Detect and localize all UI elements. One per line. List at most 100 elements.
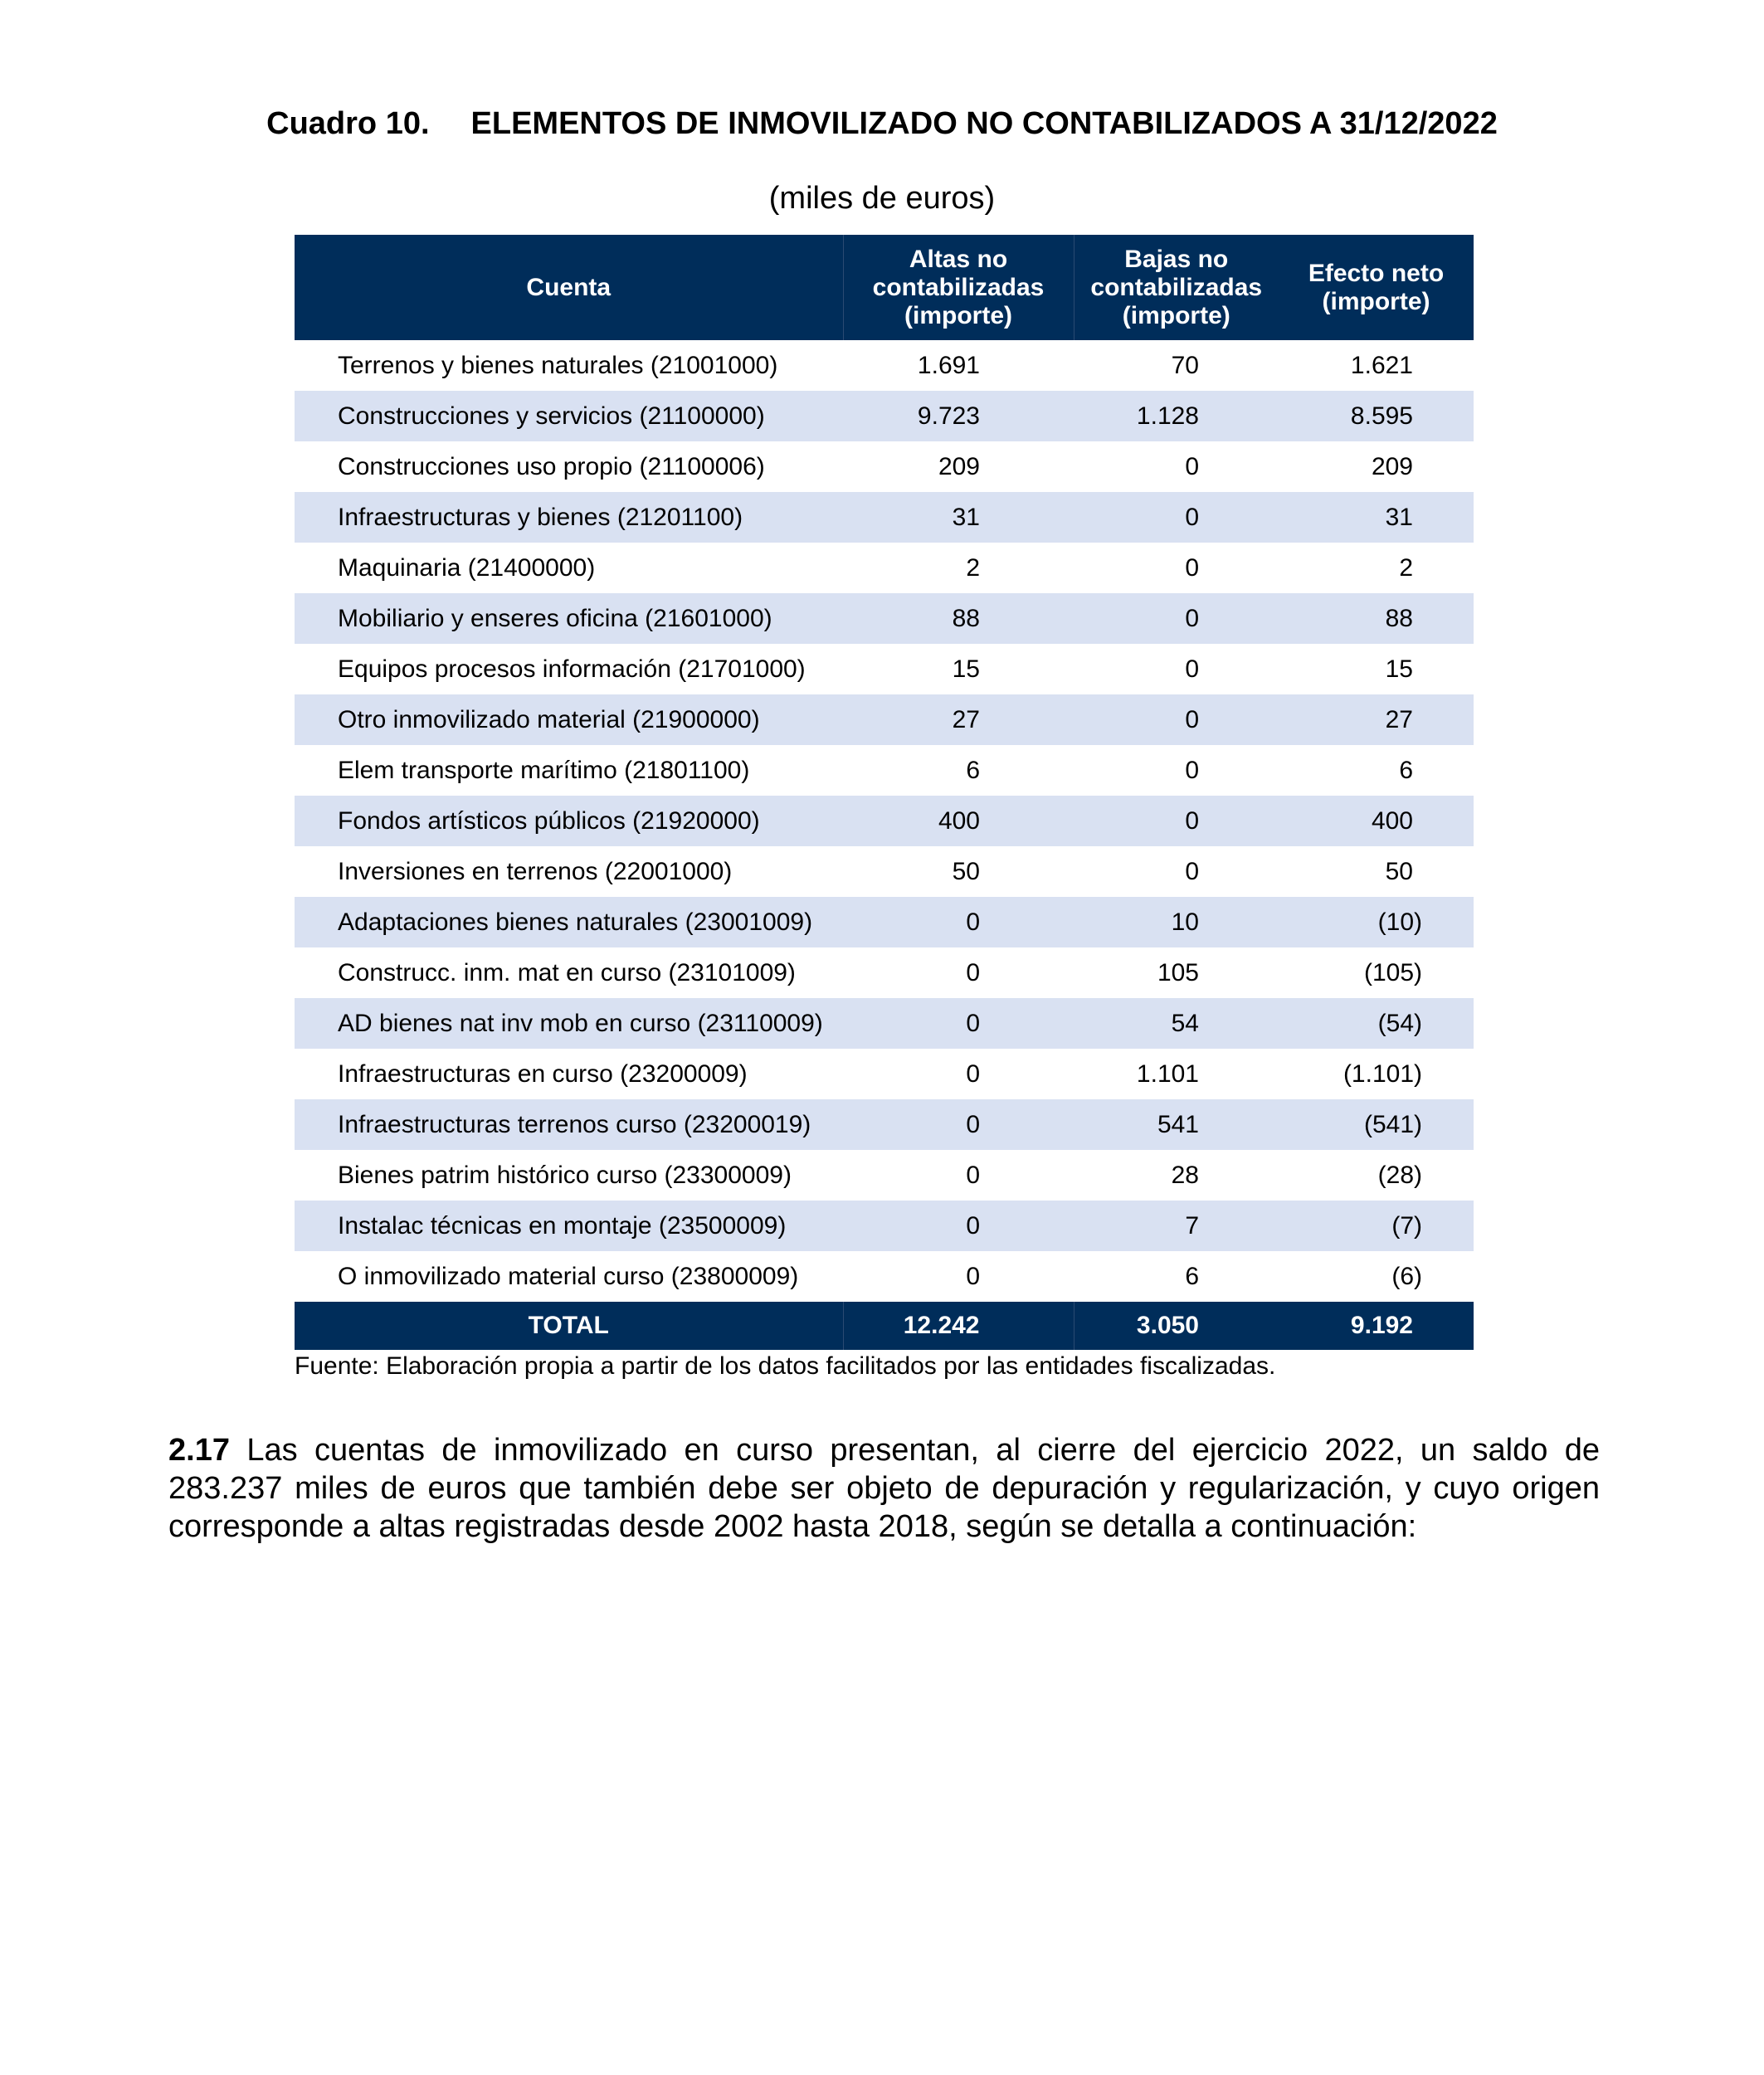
altas-cell: 6 xyxy=(966,756,980,784)
table-row: Infraestructuras y bienes (21201100) 31 0 3… xyxy=(295,492,1474,543)
column-header: Efecto neto (importe) xyxy=(1279,235,1474,340)
table-row: Mobiliario y enseres oficina (21601000) 8… xyxy=(295,593,1474,644)
account-cell: Adaptaciones bienes naturales (23001009) xyxy=(295,897,843,947)
bajas-cell: 0 xyxy=(1185,452,1199,480)
account-cell: Infraestructuras y bienes (21201100) xyxy=(295,492,843,543)
total-label: TOTAL xyxy=(295,1302,844,1350)
table-row: O inmovilizado material curso (23800009)… xyxy=(295,1251,1474,1302)
net-effect-cell: 6 xyxy=(1399,756,1413,784)
column-header: Altas no contabilizadas (importe) xyxy=(843,235,1074,340)
net-effect-cell: 209 xyxy=(1371,452,1413,480)
column-header: Bajas no contabilizadas (importe) xyxy=(1074,235,1279,340)
altas-cell: 0 xyxy=(843,897,1074,947)
net-effect-cell: 2 xyxy=(1399,553,1413,582)
account-cell: Maquinaria (21400000) xyxy=(338,553,596,582)
fixed-assets-table: Cuenta Altas no contabilizadas (importe) Baj… xyxy=(295,235,1474,1350)
account-cell: Terrenos y bienes naturales (21001000) xyxy=(338,351,778,379)
altas-cell: 1.691 xyxy=(917,351,980,379)
bajas-cell: 0 xyxy=(1074,796,1279,846)
table-row: Maquinaria (21400000) 2 0 2 xyxy=(295,543,1474,593)
account-cell: Infraestructuras en curso (23200009) xyxy=(338,1059,748,1088)
altas-cell: 0 xyxy=(966,958,980,986)
net-effect-cell: (541) xyxy=(1279,1099,1474,1150)
net-effect-cell: 88 xyxy=(1279,593,1474,644)
column-header-line: Efecto neto xyxy=(1308,259,1445,287)
altas-cell: 15 xyxy=(952,655,980,683)
net-effect-cell: (10) xyxy=(1279,897,1474,947)
table-row: Equipos procesos información (21701000) 1… xyxy=(295,644,1474,694)
column-header: Cuenta xyxy=(295,235,844,340)
account-cell: Otro inmovilizado material (21900000) xyxy=(295,694,843,745)
altas-cell: 88 xyxy=(843,593,1074,644)
total-row: TOTAL 12.242 3.050 9.192 xyxy=(295,1302,1474,1350)
net-effect-cell: 15 xyxy=(1385,655,1413,683)
net-effect-cell: 50 xyxy=(1385,857,1413,885)
bajas-cell: 1.101 xyxy=(1136,1059,1199,1088)
net-effect-cell: 400 xyxy=(1279,796,1474,846)
net-effect-cell: (28) xyxy=(1377,1161,1422,1189)
column-header-line: (importe) xyxy=(1322,287,1430,315)
bajas-cell: 54 xyxy=(1074,998,1279,1049)
table-row: Terrenos y bienes naturales (21001000) 1.… xyxy=(295,340,1474,391)
net-effect-cell: 27 xyxy=(1279,694,1474,745)
table-row: Construcc. inm. mat en curso (23101009) 0… xyxy=(295,947,1474,998)
table-caption: Cuadro 10. ELEMENTOS DE INMOVILIZADO NO C… xyxy=(0,106,1764,142)
altas-cell: 0 xyxy=(966,1262,980,1290)
caption-text: ELEMENTOS DE INMOVILIZADO NO CONTABILIZA… xyxy=(470,106,1498,141)
bajas-cell: 0 xyxy=(1074,492,1279,543)
bajas-cell: 28 xyxy=(1171,1161,1199,1189)
bajas-cell: 70 xyxy=(1171,351,1199,379)
bajas-cell: 0 xyxy=(1185,756,1199,784)
header-row: Cuenta Altas no contabilizadas (importe) Baj… xyxy=(295,235,1474,340)
account-cell: Construcciones y servicios (21100000) xyxy=(295,391,843,441)
table-row: Instalac técnicas en montaje (23500009) 0… xyxy=(295,1201,1474,1251)
table-row: Elem transporte marítimo (21801100) 6 0 6 xyxy=(295,745,1474,796)
units-subtitle: (miles de euros) xyxy=(768,181,996,216)
bajas-cell: 541 xyxy=(1074,1099,1279,1150)
account-cell: Construcciones uso propio (21100006) xyxy=(338,452,765,480)
net-effect-cell: 8.595 xyxy=(1279,391,1474,441)
account-cell: Bienes patrim histórico curso (23300009) xyxy=(338,1161,792,1189)
source-note: Fuente: Elaboración propia a partir de l… xyxy=(295,1352,1276,1380)
column-header-line: (importe) xyxy=(1122,301,1230,329)
column-header-line: (importe) xyxy=(904,301,1012,329)
column-header-line: Bajas no xyxy=(1124,245,1229,273)
altas-cell: 0 xyxy=(966,1059,980,1088)
account-cell: Elem transporte marítimo (21801100) xyxy=(338,756,750,784)
altas-cell: 0 xyxy=(966,1161,980,1189)
table-row: Adaptaciones bienes naturales (23001009)… xyxy=(295,897,1474,947)
account-cell: Mobiliario y enseres oficina (21601000) xyxy=(295,593,843,644)
altas-cell: 50 xyxy=(952,857,980,885)
net-effect-cell: (54) xyxy=(1279,998,1474,1049)
account-cell: Instalac técnicas en montaje (23500009) xyxy=(295,1201,843,1251)
net-effect-cell: (1.101) xyxy=(1342,1059,1422,1088)
total-bajas: 3.050 xyxy=(1074,1302,1279,1350)
altas-cell: 0 xyxy=(843,1201,1074,1251)
bajas-cell: 1.128 xyxy=(1074,391,1279,441)
table-row: Construcciones uso propio (21100006) 209 0… xyxy=(295,441,1474,492)
table-row: Otro inmovilizado material (21900000) 27 0… xyxy=(295,694,1474,745)
account-cell: Inversiones en terrenos (22001000) xyxy=(338,857,733,885)
account-cell: Fondos artísticos públicos (21920000) xyxy=(295,796,843,846)
altas-cell: 31 xyxy=(843,492,1074,543)
net-effect-cell: (7) xyxy=(1279,1201,1474,1251)
table-row: Fondos artísticos públicos (21920000) 400… xyxy=(295,796,1474,846)
account-cell: Equipos procesos información (21701000) xyxy=(338,655,806,683)
bajas-cell: 7 xyxy=(1074,1201,1279,1251)
altas-cell: 0 xyxy=(843,998,1074,1049)
bajas-cell: 10 xyxy=(1074,897,1279,947)
column-header-line: Altas no xyxy=(909,245,1008,273)
account-cell: Infraestructuras terrenos curso (2320001… xyxy=(295,1099,843,1150)
net-effect-cell: (6) xyxy=(1391,1262,1422,1290)
altas-cell: 209 xyxy=(938,452,980,480)
account-cell: Construcc. inm. mat en curso (23101009) xyxy=(338,958,796,986)
total-net-effect: 9.192 xyxy=(1279,1302,1474,1350)
net-effect-cell: 1.621 xyxy=(1350,351,1413,379)
altas-cell: 0 xyxy=(843,1099,1074,1150)
bajas-cell: 0 xyxy=(1074,694,1279,745)
table-row: Infraestructuras en curso (23200009) 0 1.1… xyxy=(295,1049,1474,1099)
bajas-cell: 0 xyxy=(1185,553,1199,582)
table-row: AD bienes nat inv mob en curso (23110009… xyxy=(295,998,1474,1049)
total-altas: 12.242 xyxy=(843,1302,1074,1350)
bajas-cell: 6 xyxy=(1185,1262,1199,1290)
